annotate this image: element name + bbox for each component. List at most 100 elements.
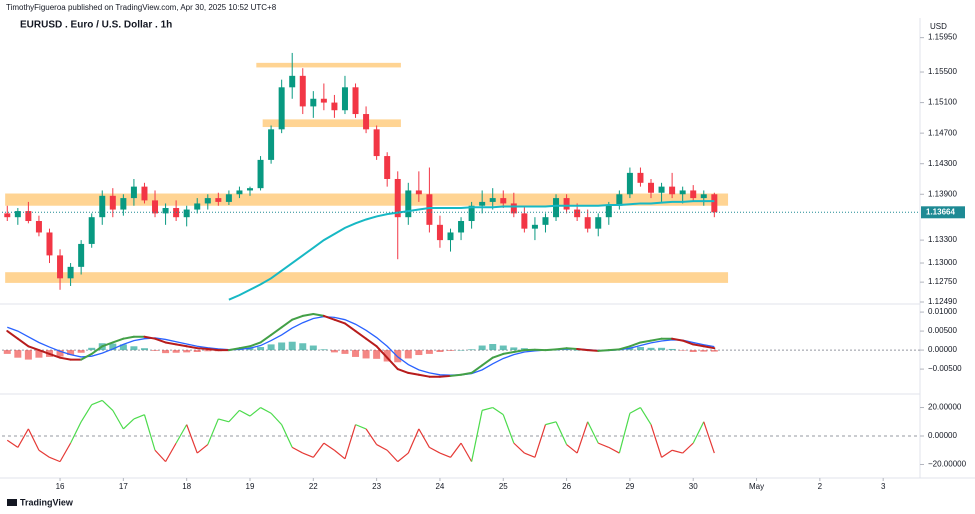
candle-body <box>310 98 317 107</box>
oscillator-segment <box>122 418 135 430</box>
histogram-bar <box>130 346 138 351</box>
candle-body <box>88 217 95 244</box>
candle-body <box>215 198 222 202</box>
oscillator-segment <box>692 421 705 444</box>
histogram-bar <box>668 348 676 351</box>
candle-body <box>57 255 64 279</box>
y-tick-label: 1.13300 <box>928 235 957 244</box>
zone <box>256 62 401 68</box>
macd-segment <box>175 343 188 348</box>
oscillator-segment <box>239 409 251 417</box>
histogram-bar <box>183 350 191 353</box>
histogram-bar <box>478 345 486 351</box>
macd-segment <box>597 349 610 352</box>
y-tick-label: −0.00500 <box>928 364 962 373</box>
oscillator-segment <box>59 442 72 462</box>
oscillator-segment <box>154 449 167 463</box>
oscillator-segment <box>502 414 515 444</box>
histogram-bar <box>109 343 117 351</box>
candle-body <box>299 75 306 107</box>
histogram-bar <box>383 350 391 362</box>
histogram-bar <box>362 350 370 359</box>
oscillator-segment <box>650 424 663 458</box>
candle-body <box>405 190 412 218</box>
macd-segment <box>470 364 484 374</box>
candle-body <box>35 221 42 233</box>
macd-segment <box>460 371 473 376</box>
histogram-bar <box>299 343 307 351</box>
candle-body <box>468 205 475 222</box>
candle-body <box>648 182 655 193</box>
macd-segment <box>227 347 241 352</box>
oscillator-segment <box>49 456 61 463</box>
oscillator-segment <box>587 421 599 444</box>
candle-body <box>109 195 116 210</box>
candle-body <box>637 172 644 183</box>
macd-segment <box>238 345 251 350</box>
logo <box>7 499 17 506</box>
histogram-bar <box>278 342 286 351</box>
candle-body <box>130 186 137 199</box>
candle-body <box>605 205 612 218</box>
oscillator-segment <box>175 424 188 444</box>
last-price-box <box>921 206 965 219</box>
histogram-bar <box>457 350 465 351</box>
candle-body <box>500 198 507 204</box>
candle-body <box>25 211 32 222</box>
candle-body <box>78 243 85 267</box>
histogram-bar <box>330 350 338 353</box>
oscillator-segment <box>492 407 504 416</box>
y-tick-label: 0.00500 <box>928 326 957 335</box>
macd-segment <box>628 341 642 348</box>
oscillator-segment <box>165 442 177 462</box>
oscillator-segment <box>576 421 589 454</box>
oscillator-segment <box>386 449 399 463</box>
candle-body <box>341 87 348 111</box>
zone <box>262 119 401 128</box>
y-tick-label: 1.15950 <box>928 33 957 42</box>
candle-body <box>711 194 718 213</box>
candle-body <box>204 198 211 204</box>
candle-body <box>690 190 697 199</box>
oscillator-segment <box>429 446 441 454</box>
macd-segment <box>650 337 663 342</box>
macd-segment <box>375 345 389 359</box>
oscillator-segment <box>133 414 145 420</box>
histogram-bar <box>626 348 634 351</box>
macd-segment <box>111 337 125 344</box>
oscillator-segment <box>482 406 493 411</box>
y-tick-label: 1.14300 <box>928 159 957 168</box>
macd-segment <box>37 349 51 355</box>
oscillator-segment <box>112 410 124 430</box>
oscillator-segment <box>598 442 610 448</box>
macd-segment <box>248 341 262 348</box>
macd-segment <box>396 368 410 374</box>
macd-segment <box>386 356 399 371</box>
macd-segment <box>6 330 19 340</box>
x-tick-label: 3 <box>881 482 886 491</box>
candle-body <box>553 198 560 218</box>
macd-segment <box>185 345 199 350</box>
histogram-bar <box>573 350 581 351</box>
oscillator-segment <box>17 428 29 448</box>
histogram-bar <box>415 350 423 356</box>
oscillator-segment <box>281 424 293 448</box>
histogram-bar <box>77 350 85 353</box>
candle-body <box>563 198 570 210</box>
candle-body <box>4 213 11 218</box>
y-tick-label: 1.13900 <box>928 189 957 198</box>
oscillator-segment <box>639 407 652 425</box>
macd-segment <box>354 330 368 340</box>
oscillator-segment <box>91 399 103 406</box>
macd-segment <box>259 333 273 344</box>
macd-segment <box>301 312 315 317</box>
macd-segment <box>27 345 40 352</box>
histogram-bar <box>56 350 64 357</box>
oscillator-segment <box>249 407 261 417</box>
histogram-bar <box>204 350 212 352</box>
oscillator-segment <box>270 412 283 426</box>
candle-body <box>268 129 275 160</box>
y-tick-label: 1.13000 <box>928 258 957 267</box>
oscillator-segment <box>376 444 388 451</box>
